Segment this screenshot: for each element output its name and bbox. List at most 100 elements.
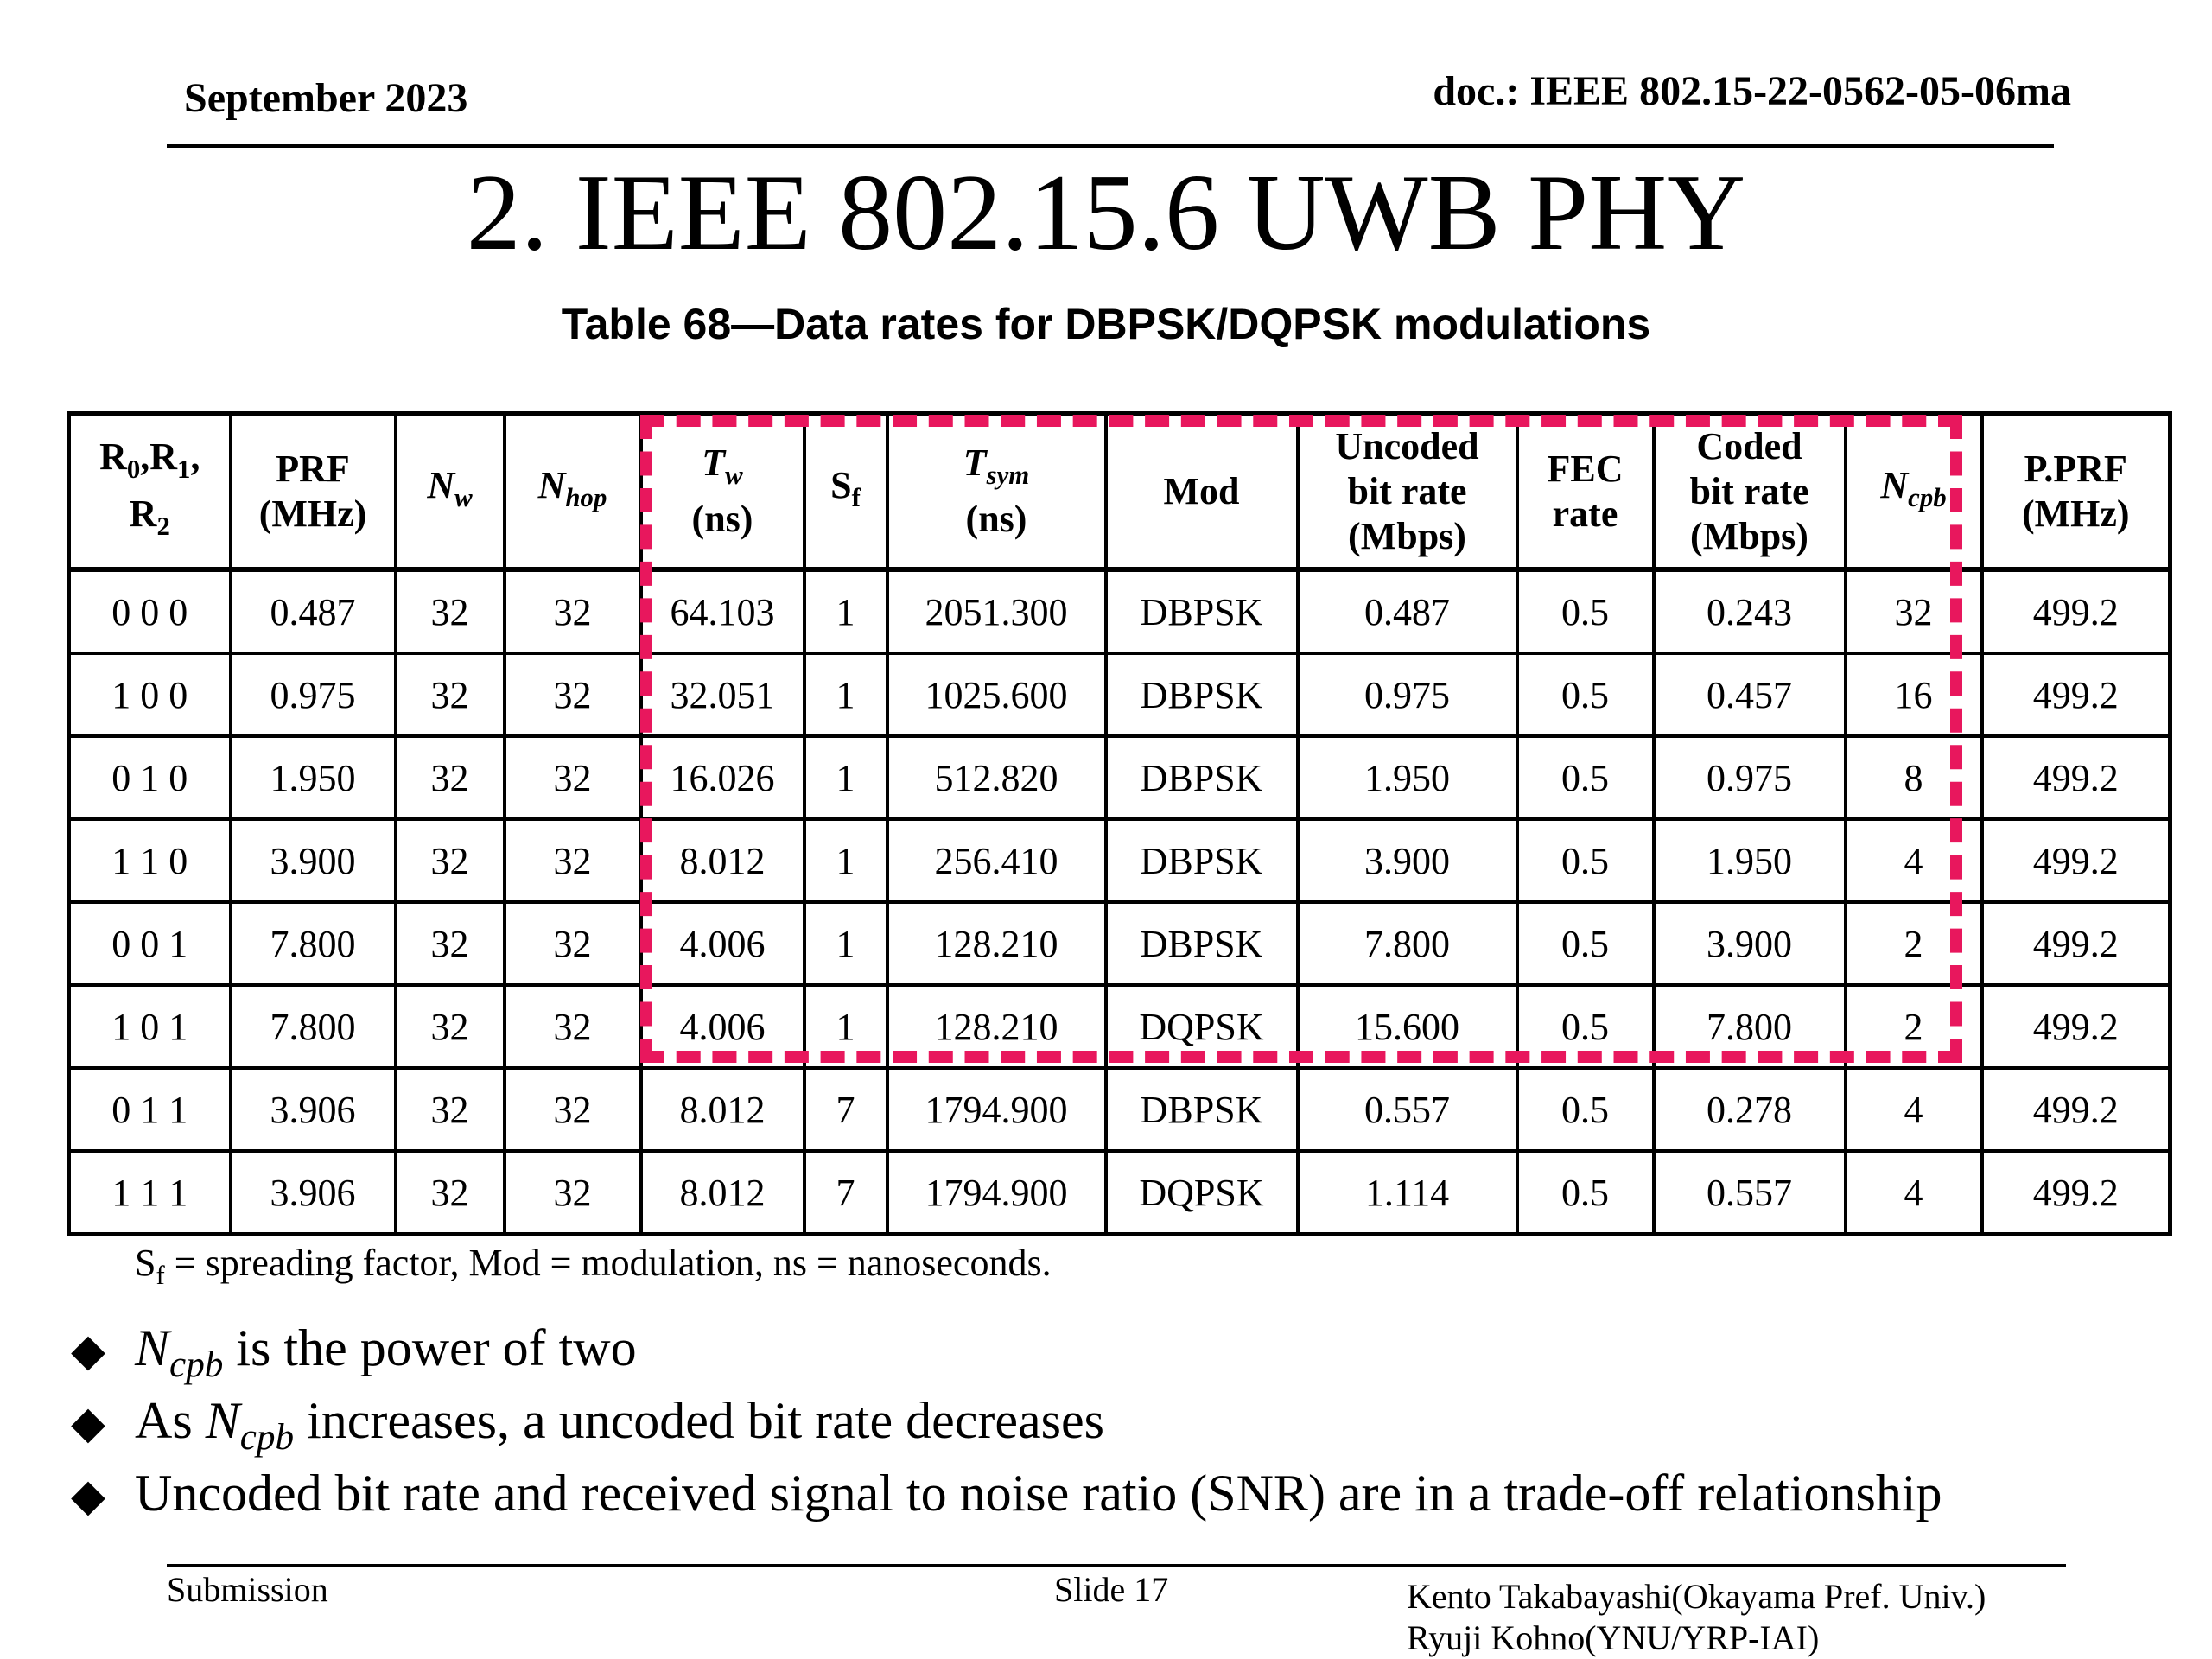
table-cell: 0 1 1 (67, 1066, 232, 1153)
table-cell: 4 (1843, 817, 1984, 904)
table-cell: 128.210 (885, 983, 1108, 1070)
footer-slide-number: Slide 17 (1054, 1570, 1169, 1609)
table-cell: 16 (1843, 652, 1984, 738)
table-cell: 1 0 0 (67, 652, 232, 738)
table-cell: 32 (502, 568, 643, 655)
diamond-bullet-icon: ◆ (71, 1471, 105, 1521)
table-cell: 0.457 (1651, 652, 1847, 738)
table-cell: 32.051 (639, 652, 806, 738)
table-cell: 32 (393, 817, 506, 904)
table-cell: 1.950 (1295, 734, 1519, 821)
table-cell: 2 (1843, 983, 1984, 1070)
table-cell: 1794.900 (885, 1149, 1108, 1236)
table-cell: 0.278 (1651, 1066, 1847, 1153)
table-cell: 7.800 (1295, 900, 1519, 987)
slide-title: 2. IEEE 802.15.6 UWB PHY (466, 153, 1746, 273)
table-cell: 0.487 (228, 568, 397, 655)
table-cell: 1 (802, 900, 889, 987)
table-row: 1 0 0 0.975 32 32 32.051 1 1025.600 DBPSK 0.975 0… (67, 652, 2172, 738)
col-header-tsym: Tsym (ns) (885, 411, 1108, 571)
table-cell: 1 1 1 (67, 1149, 232, 1236)
table-cell: 3.900 (1295, 817, 1519, 904)
table-row: 0 1 0 1.950 32 32 16.026 1 512.820 DBPSK 1.950 0.… (67, 734, 2172, 821)
table-cell: 7 (802, 1149, 889, 1236)
table-cell: 0 1 0 (67, 734, 232, 821)
table-cell: 1 (802, 734, 889, 821)
header-divider (167, 144, 2054, 148)
table-cell: 0.975 (1295, 652, 1519, 738)
table-cell: 32 (502, 734, 643, 821)
table-cell: DQPSK (1103, 983, 1300, 1070)
table-cell: 32 (502, 1066, 643, 1153)
table-cell: 0.243 (1651, 568, 1847, 655)
table-cell: 128.210 (885, 900, 1108, 987)
table-cell: 0.975 (228, 652, 397, 738)
table-cell: 32 (393, 983, 506, 1070)
table-cell: 3.900 (228, 817, 397, 904)
col-header-fec: FEC rate (1515, 411, 1656, 571)
table-cell: 8.012 (639, 817, 806, 904)
table-cell: 1 (802, 817, 889, 904)
table-cell: 4.006 (639, 900, 806, 987)
table-cell: DBPSK (1103, 817, 1300, 904)
table-cell: 15.600 (1295, 983, 1519, 1070)
table-cell: 32 (1843, 568, 1984, 655)
table-row: 0 0 0 0.487 32 32 64.103 1 2051.300 DBPSK 0.487 0… (67, 568, 2172, 655)
table-cell: DQPSK (1103, 1149, 1300, 1236)
col-header-mod: Mod (1103, 411, 1300, 571)
table-cell: 32 (502, 652, 643, 738)
bullet-item: ◆ As Ncpb increases, a uncoded bit rate d… (71, 1384, 2171, 1458)
table-cell: 0.975 (1651, 734, 1847, 821)
table-cell: 3.906 (228, 1066, 397, 1153)
table-cell: 1.950 (1651, 817, 1847, 904)
table-row: 1 1 1 3.906 32 32 8.012 7 1794.900 DQPSK 1.114 0.… (67, 1149, 2172, 1236)
footer-author-1: Kento Takabayashi(Okayama Pref. Univ.) (1407, 1577, 1986, 1616)
footer-divider (167, 1564, 2066, 1567)
table-cell: 499.2 (1980, 983, 2172, 1070)
table-cell: DBPSK (1103, 652, 1300, 738)
table-cell: 512.820 (885, 734, 1108, 821)
table-cell: 0 0 1 (67, 900, 232, 987)
table-cell: 32 (393, 1066, 506, 1153)
table-cell: 2051.300 (885, 568, 1108, 655)
col-header-nw: Nw (393, 411, 506, 571)
bullet-list: ◆ Ncpb is the power of two ◆ As Ncpb incre… (71, 1312, 2171, 1529)
table-cell: 0.5 (1515, 817, 1656, 904)
table-cell: 8.012 (639, 1149, 806, 1236)
table-cell: 64.103 (639, 568, 806, 655)
diamond-bullet-icon: ◆ (71, 1399, 105, 1448)
table-cell: 1 (802, 983, 889, 1070)
col-header-prf: PRF (MHz) (228, 411, 397, 571)
table-cell: 32 (502, 817, 643, 904)
table-cell: 3.906 (228, 1149, 397, 1236)
bullet-item: ◆ Ncpb is the power of two (71, 1312, 2171, 1385)
header-date: September 2023 (184, 75, 468, 121)
table-cell: 499.2 (1980, 1149, 2172, 1236)
table-cell: 499.2 (1980, 734, 2172, 821)
table-cell: 1.950 (228, 734, 397, 821)
table-cell: 1025.600 (885, 652, 1108, 738)
table-cell: DBPSK (1103, 568, 1300, 655)
table-cell: 499.2 (1980, 1066, 2172, 1153)
table-cell: 32 (393, 734, 506, 821)
table-cell: 499.2 (1980, 900, 2172, 987)
table-cell: 499.2 (1980, 652, 2172, 738)
table-cell: 2 (1843, 900, 1984, 987)
table-cell: 499.2 (1980, 817, 2172, 904)
table-cell: 1794.900 (885, 1066, 1108, 1153)
header-doc-id: doc.: IEEE 802.15-22-0562-05-06ma (1433, 68, 2071, 114)
table-cell: 0.5 (1515, 1066, 1656, 1153)
table-row: 0 1 1 3.906 32 32 8.012 7 1794.900 DBPSK 0.557 0.… (67, 1066, 2172, 1153)
table-cell: 8.012 (639, 1066, 806, 1153)
table-cell: 1 (802, 568, 889, 655)
table-cell: 7 (802, 1066, 889, 1153)
table-cell: 7.800 (1651, 983, 1847, 1070)
col-header-pprf: P.PRF (MHz) (1980, 411, 2172, 571)
table-cell: 0.5 (1515, 900, 1656, 987)
table-caption: Table 68—Data rates for DBPSK/DQPSK modu… (561, 300, 1651, 348)
col-header-r: R0,R1, R2 (67, 411, 232, 571)
table-cell: 32 (393, 652, 506, 738)
table-cell: 0 0 0 (67, 568, 232, 655)
bullet-item: ◆ Uncoded bit rate and received signal to… (71, 1457, 2171, 1529)
table-cell: 0.5 (1515, 568, 1656, 655)
